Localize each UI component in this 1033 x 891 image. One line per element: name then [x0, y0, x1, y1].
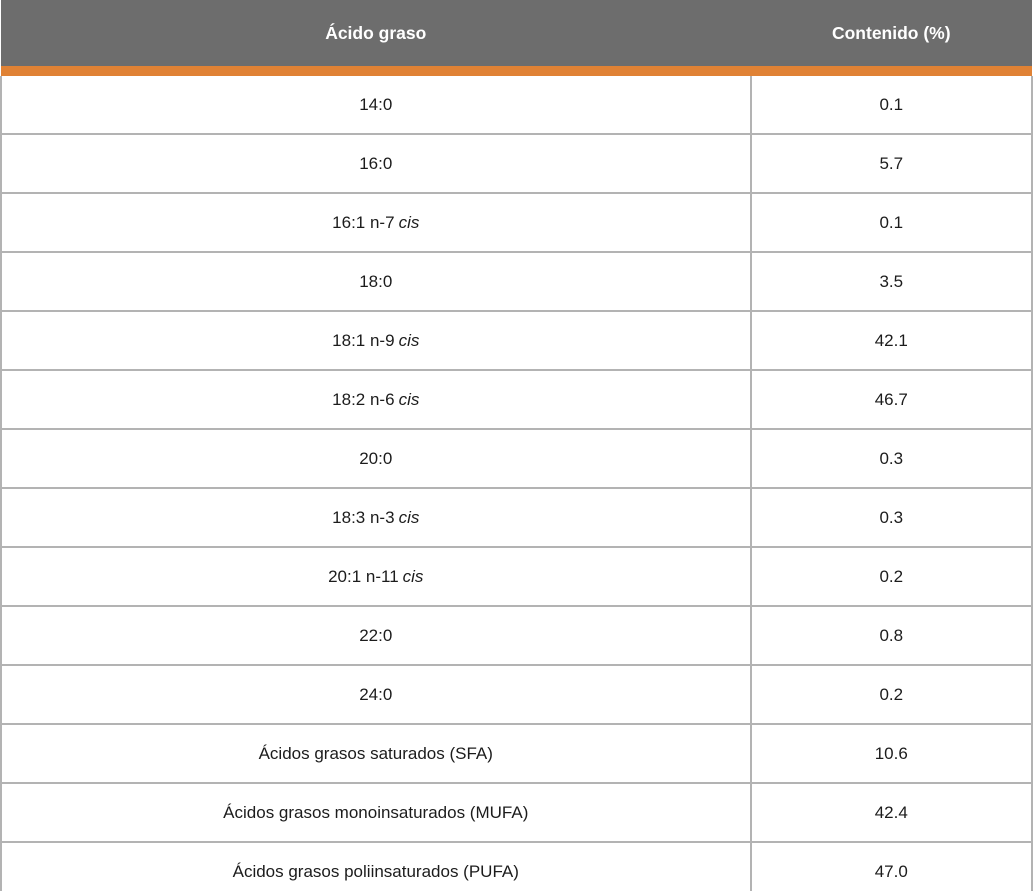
acid-name: 18:3 n-3	[332, 507, 395, 527]
acid-isomer-label: cis	[398, 507, 420, 527]
table-row: 24:0 0.2	[0, 664, 1033, 725]
table-row: 18:3 n-3 cis 0.3	[0, 487, 1033, 548]
value-cell: 0.1	[749, 192, 1033, 253]
acid-cell: 14:0	[0, 76, 752, 135]
table-row: 22:0 0.8	[0, 605, 1033, 666]
acid-name: 18:0	[359, 271, 393, 291]
acid-cell: 20:1 n-11 cis	[0, 546, 752, 607]
acid-name: 20:1 n-11	[328, 566, 399, 586]
value-cell: 0.3	[749, 428, 1033, 489]
value-cell: 0.3	[749, 487, 1033, 548]
value-cell: 10.6	[749, 723, 1033, 784]
acid-name: Ácidos grasos poliinsaturados (PUFA)	[232, 861, 519, 881]
acid-name: 18:2 n-6	[332, 389, 395, 409]
acid-name: 24:0	[359, 684, 393, 704]
table-row: 18:2 n-6 cis 46.7	[0, 369, 1033, 430]
value-cell: 5.7	[749, 133, 1033, 194]
acid-name: 20:0	[359, 448, 393, 468]
table-header-row: Ácido graso Contenido (%)	[1, 0, 1032, 66]
acid-cell: 18:3 n-3 cis	[0, 487, 752, 548]
table-row: 16:0 5.7	[0, 133, 1033, 194]
acid-name: 18:1 n-9	[332, 330, 395, 350]
accent-bar-row	[1, 66, 1032, 76]
acid-cell: Ácidos grasos monoinsaturados (MUFA)	[0, 782, 752, 843]
table-row: 20:0 0.3	[0, 428, 1033, 489]
acid-cell: 18:1 n-9 cis	[0, 310, 752, 371]
table-row: 20:1 n-11 cis 0.2	[0, 546, 1033, 607]
value-cell: 46.7	[749, 369, 1033, 430]
value-cell: 0.1	[749, 76, 1033, 135]
column-header-contenido: Contenido (%)	[750, 0, 1032, 66]
value-cell: 3.5	[749, 251, 1033, 312]
acid-name: Ácidos grasos saturados (SFA)	[258, 743, 493, 763]
table-row: Ácidos grasos saturados (SFA) 10.6	[0, 723, 1033, 784]
acid-cell: 16:0	[0, 133, 752, 194]
table-row: 18:1 n-9 cis 42.1	[0, 310, 1033, 371]
table-row: 16:1 n-7 cis 0.1	[0, 192, 1033, 253]
acid-cell: Ácidos grasos poliinsaturados (PUFA)	[0, 841, 752, 891]
acid-cell: 22:0	[0, 605, 752, 666]
acid-isomer-label: cis	[398, 389, 420, 409]
acid-name: Ácidos grasos monoinsaturados (MUFA)	[223, 802, 529, 822]
acid-cell: 18:2 n-6 cis	[0, 369, 752, 430]
value-cell: 47.0	[749, 841, 1033, 891]
acid-name: 16:1 n-7	[332, 212, 395, 232]
table-row: Ácidos grasos poliinsaturados (PUFA) 47.…	[0, 841, 1033, 891]
value-cell: 42.4	[749, 782, 1033, 843]
value-cell: 0.2	[749, 546, 1033, 607]
acid-cell: 18:0	[0, 251, 752, 312]
value-cell: 0.2	[749, 664, 1033, 725]
value-cell: 42.1	[749, 310, 1033, 371]
acid-isomer-label: cis	[398, 212, 420, 232]
acid-cell: Ácidos grasos saturados (SFA)	[0, 723, 752, 784]
acid-name: 16:0	[359, 153, 393, 173]
acid-cell: 16:1 n-7 cis	[0, 192, 752, 253]
acid-isomer-label: cis	[398, 330, 420, 350]
table-body: 14:0 0.1 16:0 5.7 16:1 n-7 cis 0.1 18:0 3…	[0, 76, 1033, 891]
value-cell: 0.8	[749, 605, 1033, 666]
acid-cell: 24:0	[0, 664, 752, 725]
acid-isomer-label: cis	[402, 566, 424, 586]
accent-bar	[1, 66, 1032, 76]
table-row: 18:0 3.5	[0, 251, 1033, 312]
table-row: 14:0 0.1	[0, 76, 1033, 135]
acid-cell: 20:0	[0, 428, 752, 489]
column-header-acido-graso: Ácido graso	[1, 0, 751, 66]
acid-name: 22:0	[359, 625, 393, 645]
acid-name: 14:0	[359, 94, 393, 114]
table-row: Ácidos grasos monoinsaturados (MUFA) 42.…	[0, 782, 1033, 843]
